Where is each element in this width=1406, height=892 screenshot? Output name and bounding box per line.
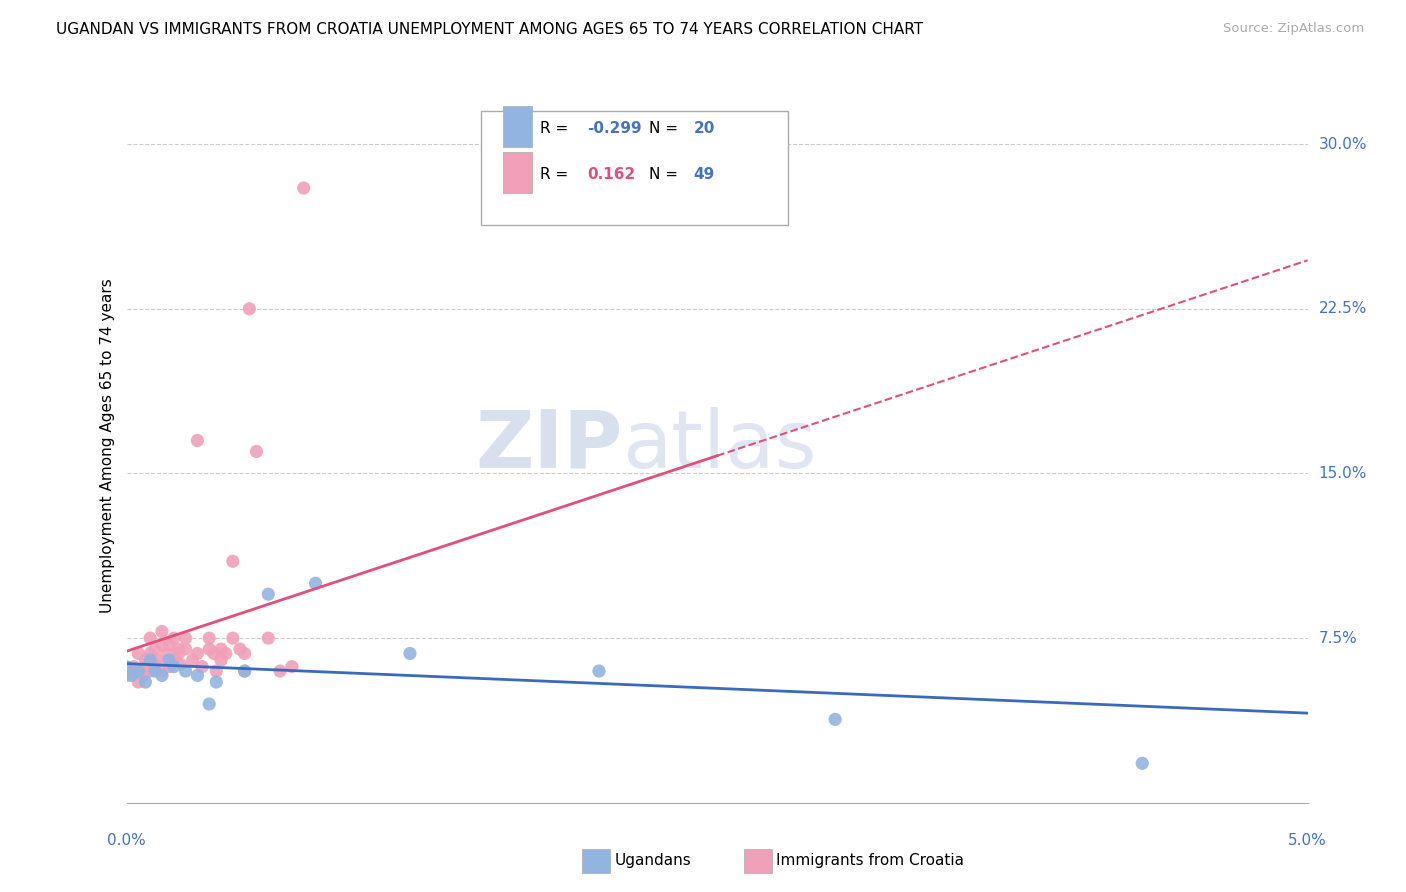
- Point: [304, 576, 326, 591]
- Point: [134, 653, 156, 667]
- Text: 15.0%: 15.0%: [1319, 466, 1367, 481]
- Text: N =: N =: [648, 167, 682, 182]
- Text: Immigrants from Croatia: Immigrants from Croatia: [776, 854, 965, 868]
- Point: [181, 653, 204, 667]
- FancyBboxPatch shape: [481, 111, 787, 225]
- Point: [281, 659, 304, 673]
- Point: [157, 638, 180, 652]
- Point: [229, 642, 252, 657]
- Point: [233, 647, 256, 661]
- Point: [120, 668, 142, 682]
- Point: [1130, 756, 1153, 771]
- Point: [202, 647, 225, 661]
- Text: 49: 49: [693, 167, 714, 182]
- Text: ZIP: ZIP: [475, 407, 623, 485]
- Text: 22.5%: 22.5%: [1319, 301, 1367, 317]
- Point: [198, 697, 221, 711]
- Point: [167, 647, 190, 661]
- Point: [233, 664, 256, 678]
- Point: [170, 657, 193, 672]
- Point: [134, 659, 156, 673]
- Point: [205, 675, 228, 690]
- Point: [215, 647, 238, 661]
- Text: Source: ZipAtlas.com: Source: ZipAtlas.com: [1223, 22, 1364, 36]
- Point: [156, 647, 179, 661]
- Point: [824, 712, 846, 726]
- Text: UGANDAN VS IMMIGRANTS FROM CROATIA UNEMPLOYMENT AMONG AGES 65 TO 74 YEARS CORREL: UGANDAN VS IMMIGRANTS FROM CROATIA UNEMP…: [56, 22, 924, 37]
- Text: 0.0%: 0.0%: [107, 833, 146, 848]
- Point: [222, 631, 245, 645]
- Point: [174, 664, 197, 678]
- Point: [150, 638, 173, 652]
- Point: [127, 664, 149, 678]
- Text: R =: R =: [540, 167, 574, 182]
- Point: [143, 642, 166, 657]
- Point: [222, 554, 245, 568]
- Point: [205, 664, 228, 678]
- Point: [132, 668, 155, 682]
- Point: [150, 624, 173, 639]
- Point: [238, 301, 260, 316]
- Point: [399, 647, 422, 661]
- Point: [139, 653, 162, 667]
- Point: [191, 659, 214, 673]
- Point: [167, 642, 190, 657]
- Point: [146, 653, 169, 667]
- Point: [139, 631, 162, 645]
- Point: [115, 668, 138, 682]
- Point: [143, 664, 166, 678]
- Point: [198, 631, 221, 645]
- Y-axis label: Unemployment Among Ages 65 to 74 years: Unemployment Among Ages 65 to 74 years: [100, 278, 115, 614]
- FancyBboxPatch shape: [503, 153, 531, 193]
- Point: [127, 647, 149, 661]
- Point: [163, 659, 186, 673]
- Text: 20: 20: [693, 120, 714, 136]
- Text: 30.0%: 30.0%: [1319, 136, 1367, 152]
- Text: 5.0%: 5.0%: [1288, 833, 1327, 848]
- Point: [150, 668, 173, 682]
- Point: [198, 642, 221, 657]
- Point: [269, 664, 291, 678]
- Point: [186, 434, 208, 448]
- Text: N =: N =: [648, 120, 682, 136]
- Point: [245, 444, 267, 458]
- Point: [143, 657, 166, 672]
- Point: [120, 664, 142, 678]
- Point: [163, 653, 186, 667]
- Point: [186, 668, 208, 682]
- Text: atlas: atlas: [623, 407, 817, 485]
- Text: 0.162: 0.162: [588, 167, 636, 182]
- Point: [127, 675, 149, 690]
- Point: [233, 664, 256, 678]
- Point: [134, 675, 156, 690]
- Point: [157, 653, 180, 667]
- Point: [139, 664, 162, 678]
- Point: [257, 587, 280, 601]
- Point: [157, 659, 180, 673]
- Point: [174, 642, 197, 657]
- Point: [174, 631, 197, 645]
- Point: [163, 631, 186, 645]
- Point: [122, 659, 145, 673]
- Text: Ugandans: Ugandans: [614, 854, 692, 868]
- Point: [588, 664, 610, 678]
- Point: [209, 653, 232, 667]
- Point: [209, 642, 232, 657]
- FancyBboxPatch shape: [503, 106, 531, 147]
- Text: R =: R =: [540, 120, 574, 136]
- Point: [186, 647, 208, 661]
- Point: [139, 647, 162, 661]
- Text: -0.299: -0.299: [588, 120, 641, 136]
- Point: [150, 664, 173, 678]
- Point: [292, 181, 315, 195]
- Point: [257, 631, 280, 645]
- Text: 7.5%: 7.5%: [1319, 631, 1357, 646]
- Point: [115, 659, 138, 673]
